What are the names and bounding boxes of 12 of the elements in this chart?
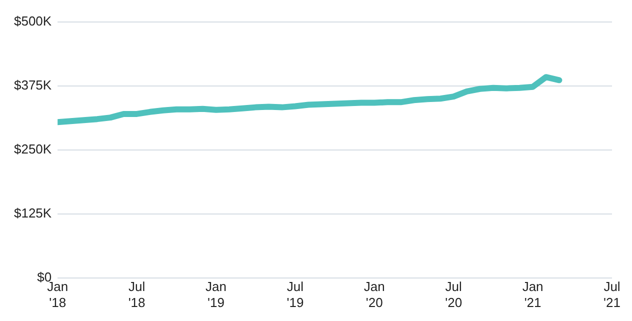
x-tick-label: Jul '18 [128, 279, 146, 310]
y-tick-label: $500K [14, 13, 52, 28]
x-tick-label: Jan '19 [206, 279, 226, 310]
y-tick-label: $250K [14, 141, 52, 156]
y-tick-label: $375K [14, 77, 52, 92]
x-tick-label: Jul '21 [604, 279, 620, 310]
x-tick-label: Jul '19 [286, 279, 304, 310]
y-tick-label: $0 [37, 269, 52, 284]
x-tick-label: Jan '20 [364, 279, 385, 310]
y-tick-label: $125K [14, 205, 52, 220]
x-tick-label: Jul '20 [445, 279, 462, 310]
x-tick-label: Jan '21 [522, 279, 544, 310]
